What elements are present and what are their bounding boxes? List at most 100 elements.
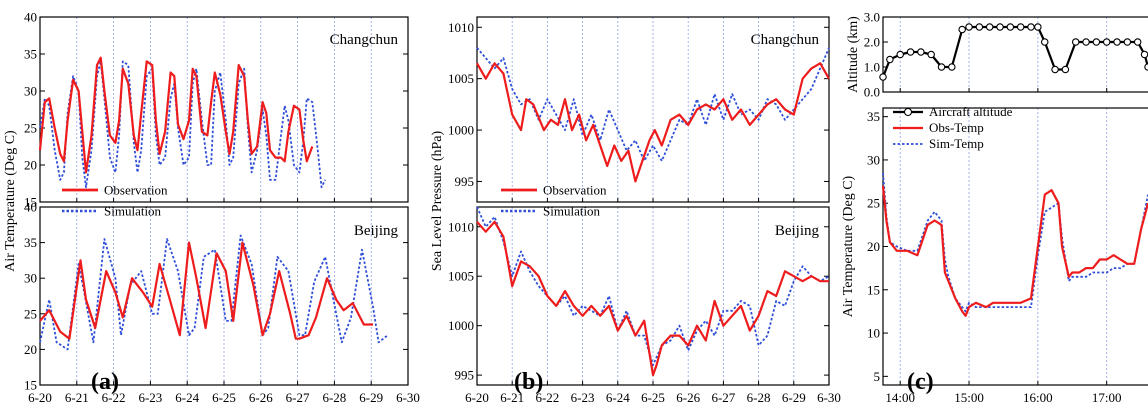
- panel-a-subplot-2-ytick-label: 35: [24, 235, 37, 250]
- panel-a-xtick-label: 6-24: [175, 390, 199, 405]
- panel-b-xtick-label: 6-23: [571, 390, 595, 405]
- panel-b-subplot-1-ytick-label: 1000: [448, 123, 474, 138]
- panel-a-subplot-1: 15 20 25 30 35 40 Changchun: [24, 10, 409, 210]
- panel-b-legend-label: Observation: [543, 183, 607, 198]
- panel-a-subplot-2-ytick-label: 40: [24, 200, 37, 215]
- panel-c-ylabel: Air Temperature (Deg C): [841, 175, 856, 317]
- panel-b-line-simulation: [476, 206, 830, 367]
- panel-b-xtick-label: 6-25: [641, 390, 665, 405]
- panel-c-subplot-2-ytick-label: 15: [867, 282, 880, 297]
- panel-c-altitude-marker: [965, 23, 973, 31]
- panel-c-altitude-marker: [1123, 38, 1132, 46]
- panel-a-xtick-label: 6-26: [249, 390, 273, 405]
- panel-c-altitude-marker: [996, 23, 1004, 31]
- panel-a-xtick-label: 6-27: [286, 390, 310, 405]
- panel-c-subplot-2-ytick-label: 30: [867, 152, 880, 167]
- panel-c-subplot-1-ytick-label: 1.0: [864, 60, 880, 75]
- panel-c-subplot-1-ytick-label: 2.0: [864, 35, 880, 50]
- panel-a-line-simulation: [39, 60, 327, 189]
- panel-c-subplot-2-ytick-label: 10: [867, 326, 880, 341]
- panel-a-xtick-label: 6-21: [65, 390, 89, 405]
- panel-c-altitude-marker: [1140, 50, 1148, 59]
- panel-a-subplot-2-ytick-label: 25: [24, 306, 37, 321]
- panel-c-altitude-marker: [1006, 23, 1015, 31]
- panel-a-xtick-label: 6-28: [322, 390, 346, 405]
- panel-c-line-obs-temp: [881, 185, 1148, 317]
- panel-c-altitude-marker: [1051, 65, 1059, 74]
- panel-a-xtick-label: 6-29: [359, 390, 383, 405]
- panel-c-subplot-2-ytick-label: 5: [874, 369, 881, 384]
- panel-c-legend-label: Obs-Temp: [929, 120, 984, 135]
- panel-c-xtick-label: 16:00: [1023, 390, 1053, 405]
- panel-a-panel-label: (a): [91, 369, 119, 395]
- panel-b-subplot-2-ytick-label: 995: [455, 368, 475, 383]
- panel-a-subplot-2-ytick-label: 30: [24, 271, 37, 286]
- panel-c-subplot-1-frame: [882, 16, 1148, 93]
- panel-b-xtick-label: 6-28: [747, 390, 771, 405]
- panel-a-subplot-1-ytick-label: 30: [24, 84, 37, 99]
- panel-b-line-observation: [476, 220, 829, 377]
- panel-a-legend-label: Observation: [104, 183, 168, 198]
- panel-a-legend-label: Simulation: [104, 204, 162, 219]
- panel-c-subplot-1-ytick-label: 3.0: [864, 10, 880, 25]
- panel-c-altitude-marker: [1082, 38, 1090, 46]
- panel-b-panel-label: (b): [514, 369, 543, 395]
- panel-c-subplot-2-ytick-label: 25: [867, 196, 880, 211]
- panel-c-altitude-marker: [1144, 63, 1148, 71]
- panel-c-legend-label: Aircraft altitude: [929, 104, 1013, 119]
- panel-c-line-sim-temp: [882, 172, 1148, 313]
- panel-a-xtick-label: 6-25: [212, 390, 236, 405]
- panel-c-ylabel: Altitude (km): [846, 16, 861, 93]
- panel-b-xtick-label: 6-26: [676, 390, 700, 405]
- panel-c-altitude-marker: [975, 23, 984, 31]
- panel-a-subplot-1-ytick-label: 35: [24, 47, 37, 62]
- panel-a-subplot-1-ytick-label: 15: [24, 195, 37, 210]
- panel-b-line-observation: [476, 62, 830, 183]
- panel-a-xtick-label: 6-20: [28, 390, 52, 405]
- panel-c-xtick-label: 14:00: [885, 390, 915, 405]
- panel-c-altitude-marker: [906, 48, 915, 56]
- panel-b-xtick-label: 6-20: [465, 390, 489, 405]
- panel-b-subplot-1-ytick-label: 1005: [448, 71, 474, 86]
- panel-a-subplot-1-ytick-label: 20: [24, 158, 37, 173]
- panel-b: 995 1000 1005 1010 Changchun 995 1000 1005 1010 B…: [430, 16, 841, 405]
- panel-b-subplot-2: 995 1000 1005 1010 Beijing: [448, 206, 830, 386]
- panel-c-legend-marker: [903, 107, 913, 117]
- panel-b-xtick-label: 6-21: [500, 390, 524, 405]
- panel-c-altitude-marker: [927, 50, 935, 59]
- panel-c-panel-label: (c): [907, 369, 934, 395]
- panel-c-altitude-marker: [1034, 23, 1042, 31]
- panel-c-altitude-marker: [1133, 38, 1142, 46]
- panel-c-subplot-1-ytick-label: 0.0: [864, 85, 880, 100]
- panel-a-ylabel: Air Temperature (Deg C): [3, 130, 18, 272]
- panel-b-ylabel: Sea Level Pressure (hPa): [430, 130, 445, 271]
- panel-c-altitude-marker: [948, 63, 956, 71]
- panel-c-altitude-marker: [1041, 38, 1049, 46]
- panel-c-subplot-2-ytick-label: 35: [867, 109, 880, 124]
- panel-b-xtick-label: 6-22: [535, 390, 559, 405]
- panel-c-altitude-marker: [1102, 38, 1111, 46]
- panel-c-subplot-2-frame: [882, 107, 1148, 386]
- panel-b-xtick-label: 6-27: [711, 390, 735, 405]
- panel-c-altitude-marker: [917, 48, 925, 56]
- panel-b-subplot-1: 995 1000 1005 1010 Changchun: [448, 16, 830, 203]
- panel-b-legend-label: Simulation: [543, 204, 601, 219]
- panel-a-subplot-2: 15 20 25 30 35 40 Beijing: [24, 200, 409, 393]
- panel-b-line-simulation: [476, 47, 830, 162]
- panel-b-subplot-1-ytick-label: 995: [455, 174, 475, 189]
- panel-c-altitude-marker: [879, 73, 887, 81]
- panel-c-altitude-marker: [886, 55, 894, 64]
- panel-a-station-label: Beijing: [354, 223, 399, 239]
- panel-c-altitude-marker: [1071, 38, 1080, 46]
- panel-c-altitude-marker: [985, 23, 994, 31]
- panel-a-xtick-label: 6-22: [102, 390, 126, 405]
- panel-c-altitude-marker: [937, 63, 946, 71]
- panel-c-legend-label: Sim-Temp: [929, 136, 984, 151]
- panel-c-altitude-marker: [1113, 38, 1121, 46]
- panel-b-xtick-label: 6-24: [606, 390, 630, 405]
- panel-a-subplot-1-ytick-label: 25: [24, 121, 37, 136]
- panel-c-altitude-marker: [896, 50, 904, 59]
- panel-b-subplot-2-ytick-label: 1010: [448, 219, 474, 234]
